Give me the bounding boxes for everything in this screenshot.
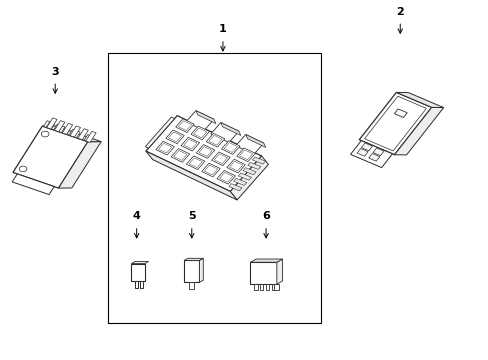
Polygon shape (254, 284, 257, 291)
Polygon shape (145, 117, 174, 148)
Polygon shape (43, 121, 50, 127)
Polygon shape (135, 280, 138, 288)
Polygon shape (396, 93, 443, 108)
Polygon shape (70, 126, 81, 137)
Polygon shape (361, 143, 372, 151)
Polygon shape (13, 126, 88, 188)
Polygon shape (131, 261, 148, 264)
Polygon shape (69, 130, 75, 136)
Polygon shape (210, 122, 239, 143)
Polygon shape (250, 262, 276, 284)
Polygon shape (196, 111, 216, 123)
Polygon shape (271, 284, 274, 291)
Polygon shape (184, 258, 203, 260)
Polygon shape (140, 280, 143, 288)
Polygon shape (206, 134, 224, 147)
Polygon shape (245, 135, 265, 147)
Text: 4: 4 (132, 211, 141, 221)
Polygon shape (189, 282, 194, 289)
Polygon shape (48, 122, 55, 129)
Polygon shape (181, 137, 199, 151)
Polygon shape (186, 156, 204, 170)
Polygon shape (165, 130, 184, 144)
Polygon shape (221, 122, 240, 135)
Polygon shape (63, 128, 70, 134)
Polygon shape (185, 111, 214, 131)
Polygon shape (274, 284, 279, 291)
Polygon shape (85, 131, 96, 143)
Polygon shape (54, 121, 65, 132)
Polygon shape (372, 148, 383, 156)
Polygon shape (191, 126, 209, 140)
Text: 5: 5 (187, 211, 195, 221)
Polygon shape (211, 152, 230, 166)
Polygon shape (74, 131, 80, 138)
Polygon shape (171, 149, 189, 162)
Bar (108, 53, 321, 323)
Polygon shape (368, 153, 379, 161)
Polygon shape (250, 259, 282, 262)
Polygon shape (356, 148, 367, 156)
Polygon shape (42, 126, 101, 142)
Polygon shape (175, 119, 194, 132)
Polygon shape (12, 174, 54, 194)
Polygon shape (201, 163, 220, 177)
Polygon shape (145, 116, 261, 192)
Polygon shape (145, 151, 237, 200)
Polygon shape (62, 123, 73, 134)
Polygon shape (359, 93, 431, 155)
Polygon shape (54, 124, 60, 131)
Text: 1: 1 (219, 24, 226, 34)
Polygon shape (46, 118, 57, 129)
Polygon shape (226, 159, 245, 173)
Text: 6: 6 (262, 211, 269, 221)
Polygon shape (394, 107, 443, 155)
Polygon shape (59, 141, 101, 188)
Polygon shape (84, 135, 90, 141)
Text: 2: 2 (396, 6, 403, 17)
Polygon shape (265, 284, 268, 291)
Polygon shape (252, 157, 265, 164)
Polygon shape (79, 133, 85, 140)
Polygon shape (217, 171, 235, 184)
Polygon shape (156, 141, 174, 155)
Polygon shape (131, 264, 144, 280)
Polygon shape (276, 259, 282, 284)
Text: 3: 3 (51, 67, 59, 77)
Polygon shape (247, 162, 260, 170)
Polygon shape (235, 135, 263, 154)
Polygon shape (233, 178, 246, 185)
Polygon shape (78, 129, 88, 140)
Polygon shape (199, 258, 203, 282)
Polygon shape (59, 126, 65, 132)
Polygon shape (260, 284, 263, 291)
Polygon shape (184, 260, 199, 282)
Polygon shape (228, 184, 242, 191)
Polygon shape (350, 141, 392, 168)
Polygon shape (243, 168, 256, 175)
Polygon shape (238, 173, 251, 180)
Polygon shape (196, 145, 214, 158)
Polygon shape (230, 156, 268, 200)
Polygon shape (236, 148, 255, 162)
Polygon shape (221, 141, 240, 154)
